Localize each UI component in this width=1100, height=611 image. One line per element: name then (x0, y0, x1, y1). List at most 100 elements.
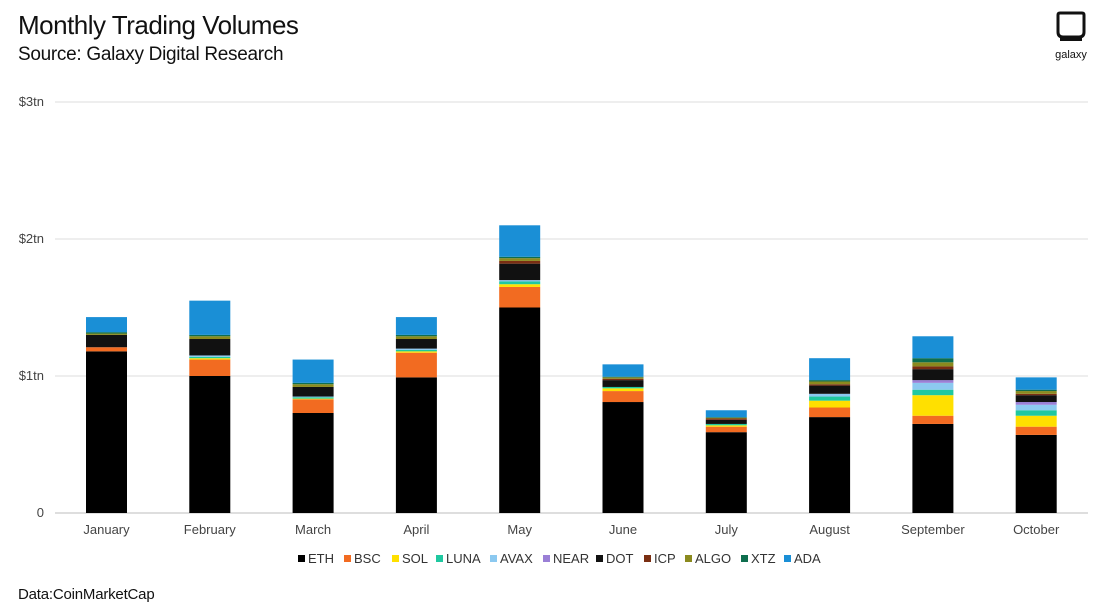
legend-swatch (436, 555, 443, 562)
legend-item-ada: ADA (784, 551, 821, 566)
bar-bsc-august (809, 407, 851, 418)
data-source-note: Data:CoinMarketCap (18, 586, 155, 603)
legend-label: ALGO (695, 551, 731, 566)
legend-label: ADA (794, 551, 821, 566)
legend-item-icp: ICP (644, 551, 676, 566)
legend-item-near: NEAR (543, 551, 589, 566)
bar-algo-january (86, 333, 127, 335)
legend-swatch (685, 555, 692, 562)
x-tick-label: January (83, 522, 130, 537)
legend-swatch (784, 555, 791, 562)
bar-sol-july (705, 425, 747, 427)
legend-swatch (741, 555, 748, 562)
x-tick-label: May (507, 522, 532, 537)
bar-dot-february (189, 339, 231, 356)
bar-bsc-april (395, 352, 437, 378)
bar-bsc-january (86, 347, 127, 352)
bar-avax-september (912, 382, 954, 390)
x-tick-label: March (295, 522, 331, 537)
bar-xtz-july (705, 417, 747, 418)
bar-eth-october (1015, 434, 1057, 513)
bar-algo-april (395, 336, 437, 340)
bar-algo-october (1015, 391, 1057, 394)
legend-label: ETH (308, 551, 334, 566)
bar-sol-march (292, 398, 334, 400)
legend-label: AVAX (500, 551, 533, 566)
x-tick-label: April (403, 522, 429, 537)
bar-bsc-march (292, 399, 334, 413)
bar-icp-october (1015, 393, 1057, 396)
legend-item-xtz: XTZ (741, 551, 776, 566)
y-tick-label: $2tn (19, 231, 44, 246)
bar-icp-july (705, 418, 747, 420)
legend: ETH BSC SOL LUNA AVAX NEAR DOT ICP ALGO XTZ ADA (298, 551, 821, 566)
bar-dot-march (292, 386, 334, 397)
bar-luna-february (189, 356, 231, 359)
bar-icp-september (912, 366, 954, 370)
y-tick-label: $1tn (19, 368, 44, 383)
bar-bsc-july (705, 426, 747, 433)
bar-algo-september (912, 362, 954, 367)
bar-luna-june (602, 386, 644, 389)
chart-title: Monthly Trading Volumes (18, 10, 299, 40)
bar-dot-july (705, 419, 747, 424)
bar-xtz-october (1015, 389, 1057, 392)
bar-xtz-april (395, 334, 437, 337)
bar-bsc-october (1015, 426, 1057, 435)
bar-luna-april (395, 349, 437, 352)
bar-eth-june (602, 402, 644, 513)
bar-dot-october (1015, 395, 1057, 403)
bar-algo-february (189, 336, 231, 340)
bar-ada-august (809, 358, 851, 381)
x-tick-label: July (715, 522, 739, 537)
chart-subtitle: Source: Galaxy Digital Research (18, 44, 284, 65)
legend-label: XTZ (751, 551, 776, 566)
legend-item-sol: SOL (392, 551, 428, 566)
logo-label: galaxy (1055, 49, 1087, 61)
bar-eth-september (912, 423, 954, 513)
bar-algo-june (602, 377, 644, 379)
bar-sol-february (189, 358, 231, 360)
bar-ada-february (189, 300, 231, 335)
bar-near-october (1015, 402, 1057, 405)
bar-luna-july (705, 423, 747, 426)
legend-item-bsc: BSC (344, 551, 381, 566)
bar-dot-august (809, 385, 851, 394)
bar-xtz-august (809, 380, 851, 382)
legend-swatch (392, 555, 399, 562)
bar-ada-july (705, 410, 747, 418)
legend-item-algo: ALGO (685, 551, 731, 566)
bar-ada-june (602, 364, 644, 377)
legend-item-avax: AVAX (490, 551, 533, 566)
stacked-bar-chart: 0 $1tn $2tn $3tn January February March April M… (19, 94, 1088, 566)
legend-label: NEAR (553, 551, 589, 566)
bar-icp-august (809, 384, 851, 386)
x-tick-label: August (809, 522, 850, 537)
bar-ada-april (395, 317, 437, 335)
bar-dot-april (395, 339, 437, 349)
x-tick-label: October (1013, 522, 1060, 537)
bar-icp-june (602, 378, 644, 381)
bar-sol-october (1015, 415, 1057, 427)
bar-ada-may (499, 225, 541, 257)
bar-ada-january (86, 317, 127, 333)
legend-item-dot: DOT (596, 551, 634, 566)
bar-sol-august (809, 400, 851, 408)
y-tick-label: $3tn (19, 94, 44, 109)
bar-dot-january (86, 334, 127, 348)
bar-luna-march (292, 397, 334, 399)
bar-eth-august (809, 417, 851, 513)
bar-avax-april (395, 348, 437, 350)
bar-avax-august (809, 393, 851, 397)
bar-eth-march (292, 412, 334, 513)
bar-algo-august (809, 381, 851, 385)
legend-item-luna: LUNA (436, 551, 481, 566)
bar-algo-may (499, 258, 541, 261)
bar-dot-june (602, 380, 644, 387)
legend-swatch (490, 555, 497, 562)
bar-luna-august (809, 396, 851, 401)
bar-xtz-september (912, 358, 954, 363)
bar-eth-february (189, 376, 231, 513)
bar-dot-september (912, 369, 954, 381)
legend-label: DOT (606, 551, 634, 566)
